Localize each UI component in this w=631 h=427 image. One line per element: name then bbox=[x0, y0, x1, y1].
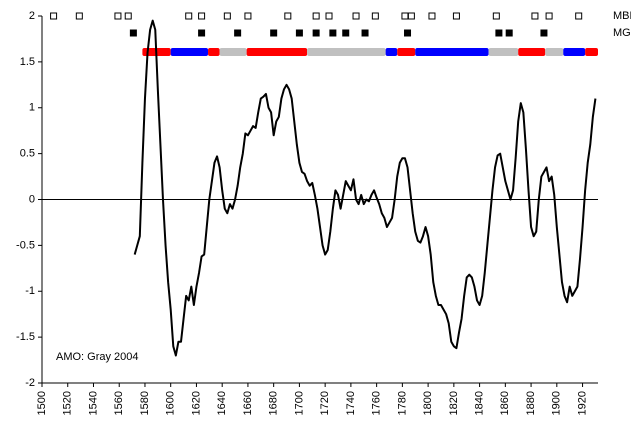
event-marker bbox=[312, 29, 320, 37]
x-tick-label: 1520 bbox=[62, 391, 74, 415]
data-line bbox=[133, 19, 597, 357]
x-tick-label: 1680 bbox=[268, 391, 280, 415]
event-marker bbox=[495, 29, 503, 37]
y-tick-label: 1 bbox=[29, 102, 35, 114]
phase-segment bbox=[246, 48, 308, 56]
phase-segment bbox=[563, 48, 586, 56]
phase-segment bbox=[488, 48, 519, 56]
y-tick-label: 0.5 bbox=[20, 148, 35, 160]
event-marker bbox=[575, 12, 583, 20]
x-tick-label: 1800 bbox=[422, 391, 434, 415]
x-tick-label: 1560 bbox=[113, 391, 125, 415]
event-marker bbox=[428, 12, 436, 20]
event-marker bbox=[325, 12, 333, 20]
event-marker bbox=[404, 29, 412, 37]
event-marker bbox=[185, 12, 193, 20]
event-marker bbox=[198, 12, 206, 20]
event-marker bbox=[352, 12, 360, 20]
phase-segment bbox=[415, 48, 489, 56]
event-marker bbox=[492, 12, 500, 20]
x-tick-label: 1620 bbox=[190, 391, 202, 415]
event-marker bbox=[531, 12, 539, 20]
event-marker bbox=[407, 12, 415, 20]
x-tick-label: 1900 bbox=[551, 391, 563, 415]
x-tick-label: 1920 bbox=[576, 391, 588, 415]
y-tick-label: 2 bbox=[29, 10, 35, 22]
event-marker bbox=[329, 29, 337, 37]
event-marker bbox=[342, 29, 350, 37]
event-marker bbox=[284, 12, 292, 20]
event-marker bbox=[505, 29, 513, 37]
phase-segment bbox=[518, 48, 546, 56]
x-tick-label: 1580 bbox=[139, 391, 151, 415]
x-tick-label: 1700 bbox=[293, 391, 305, 415]
event-marker bbox=[129, 29, 137, 37]
x-tick-label: 1500 bbox=[36, 391, 48, 415]
x-tick-label: 1840 bbox=[473, 391, 485, 415]
x-tick-label: 1760 bbox=[371, 391, 383, 415]
y-tick-label: -2 bbox=[25, 377, 35, 389]
event-marker bbox=[295, 29, 303, 37]
event-marker bbox=[234, 29, 242, 37]
x-tick-label: 1640 bbox=[216, 391, 228, 415]
y-tick-label: -1 bbox=[25, 285, 35, 297]
phase-segment bbox=[385, 48, 398, 56]
event-marker bbox=[124, 12, 132, 20]
event-marker bbox=[452, 12, 460, 20]
event-marker bbox=[114, 12, 122, 20]
event-marker bbox=[198, 29, 206, 37]
y-tick-label: -1.5 bbox=[16, 331, 35, 343]
x-tick-label: 1780 bbox=[396, 391, 408, 415]
x-tick-label: 1740 bbox=[345, 391, 357, 415]
x-tick-label: 1660 bbox=[242, 391, 254, 415]
x-tick-label: 1720 bbox=[319, 391, 331, 415]
event-marker bbox=[223, 12, 231, 20]
event-marker bbox=[312, 12, 320, 20]
event-marker bbox=[244, 12, 252, 20]
phase-segment bbox=[208, 48, 220, 56]
phase-segment bbox=[545, 48, 564, 56]
event-marker bbox=[371, 12, 379, 20]
phase-segment bbox=[170, 48, 209, 56]
event-marker bbox=[361, 29, 369, 37]
event-row-label: MBH bbox=[613, 10, 631, 22]
event-marker bbox=[50, 12, 58, 20]
x-tick-label: 1860 bbox=[499, 391, 511, 415]
event-marker bbox=[401, 12, 409, 20]
x-tick-label: 1820 bbox=[448, 391, 460, 415]
phase-segment bbox=[219, 48, 247, 56]
x-tick-label: 1600 bbox=[165, 391, 177, 415]
event-marker bbox=[540, 29, 548, 37]
y-tick-label: 0 bbox=[29, 193, 35, 205]
y-tick-label: -0.5 bbox=[16, 239, 35, 251]
y-tick-label: 1.5 bbox=[20, 56, 35, 68]
event-marker bbox=[75, 12, 83, 20]
event-row-label: MGH bbox=[613, 27, 631, 39]
phase-segment bbox=[397, 48, 416, 56]
x-tick-label: 1880 bbox=[525, 391, 537, 415]
annotation: AMO: Gray 2004 bbox=[56, 351, 139, 363]
phase-segment bbox=[307, 48, 386, 56]
event-marker bbox=[545, 12, 553, 20]
event-marker bbox=[270, 29, 278, 37]
x-tick-label: 1540 bbox=[87, 391, 99, 415]
phase-segment bbox=[585, 48, 598, 56]
